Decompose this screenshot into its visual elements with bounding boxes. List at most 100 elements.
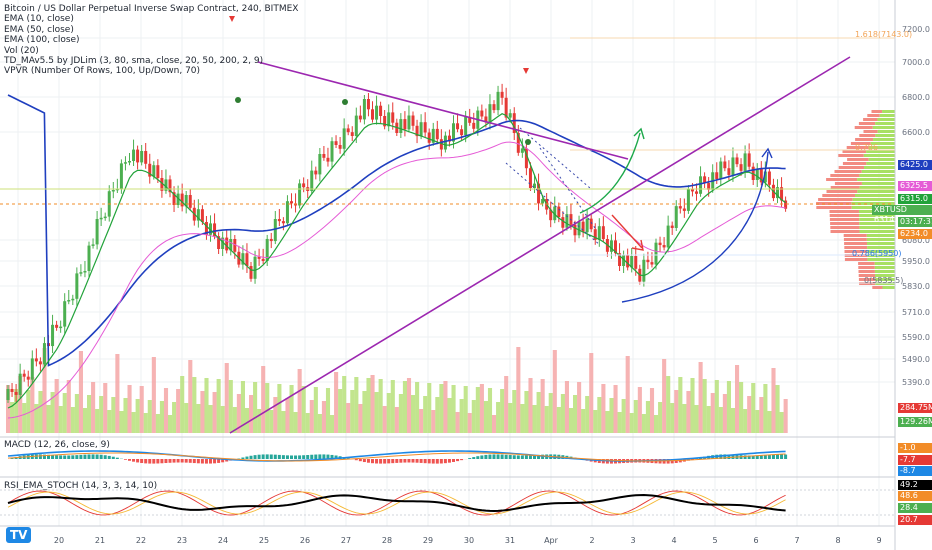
candle-body xyxy=(164,179,168,191)
rsi-label[interactable]: RSI_EMA_STOCH (14, 3, 3, 14, 10) xyxy=(4,481,158,491)
volume-bar xyxy=(273,397,278,433)
vpvr-bar-buy xyxy=(859,230,895,233)
vpvr-bar-buy xyxy=(867,246,895,249)
volume-bar xyxy=(66,380,71,433)
price-tick: 7000.0 xyxy=(902,58,930,67)
volume-bar xyxy=(131,412,136,433)
candle-body xyxy=(318,154,322,175)
macd-bar xyxy=(371,459,374,464)
volume-bar xyxy=(184,403,189,433)
macd-bar xyxy=(156,459,160,464)
volume-bar xyxy=(500,389,505,433)
indicator-vpvr-label[interactable]: VPVR (Number Of Rows, 100, Up/Down, 70) xyxy=(4,66,201,77)
macd-label[interactable]: MACD (12, 26, close, 9) xyxy=(4,440,110,450)
vpvr-bar-sell xyxy=(829,218,860,221)
volume-bar xyxy=(658,402,663,433)
indicator-ema10-label[interactable]: EMA (10, close) xyxy=(4,14,74,25)
macd-bar xyxy=(366,459,370,463)
lower-trendline xyxy=(229,56,851,434)
candle-body xyxy=(419,122,423,137)
volume-bar xyxy=(540,379,545,433)
volume-bar xyxy=(726,381,731,433)
candle-body xyxy=(646,259,650,263)
vpvr-bar-sell xyxy=(829,210,859,213)
vpvr-bar-sell xyxy=(816,206,852,209)
countdown-tag: 03:17:31 xyxy=(898,217,932,227)
vpvr-bar-buy xyxy=(859,174,895,177)
vpvr-bar-sell xyxy=(830,222,860,225)
macd-bar xyxy=(472,457,476,459)
indicator-ema100-label[interactable]: EMA (100, close) xyxy=(4,35,80,46)
macd-bar xyxy=(435,459,439,464)
volume-bar xyxy=(285,398,290,433)
ema-100-line xyxy=(7,94,786,367)
volume-bar xyxy=(718,407,723,433)
tradingview-logo[interactable]: TV xyxy=(6,527,32,543)
candle-body xyxy=(695,191,698,194)
vpvr-bar-buy xyxy=(866,162,895,165)
candle-body xyxy=(662,245,666,248)
candle-body xyxy=(103,216,107,219)
macd-bar xyxy=(67,455,71,459)
candle-body xyxy=(743,153,747,171)
candle-body xyxy=(302,183,306,188)
volume-bar xyxy=(419,409,424,433)
candle-body xyxy=(71,298,75,301)
indicator-td-label[interactable]: TD_MAv5.5 by JDLim (3, 80, sma, close, 2… xyxy=(4,56,264,67)
macd-bar xyxy=(776,454,779,459)
volume-bar xyxy=(637,387,642,433)
rsi-tag: 48.6 xyxy=(898,491,932,501)
volume-bar xyxy=(362,391,367,433)
candle-body xyxy=(516,133,520,153)
date-tick: 4 xyxy=(671,536,677,545)
indicator-volume-label[interactable]: Vol (20) xyxy=(4,45,39,56)
volume-bar xyxy=(783,399,788,433)
macd-bar xyxy=(443,459,447,464)
macd-bar xyxy=(269,454,273,459)
volume-bar xyxy=(605,411,610,433)
candle-body xyxy=(537,183,541,204)
volume-bar xyxy=(87,395,92,433)
buy-marker-icon xyxy=(525,139,531,145)
chart-title[interactable]: Bitcoin / US Dollar Perpetual Inverse Sw… xyxy=(4,4,299,14)
vpvr-bar-sell xyxy=(867,114,880,117)
indicator-ema50-label[interactable]: EMA (50, close) xyxy=(4,24,74,35)
candle-body xyxy=(290,201,293,204)
candle-body xyxy=(723,161,727,169)
macd-bar xyxy=(196,459,200,464)
volume-bar xyxy=(123,398,128,433)
volume-bar xyxy=(240,381,245,433)
macd-bar xyxy=(172,459,176,463)
macd-bar xyxy=(395,459,399,463)
macd-bar xyxy=(51,455,55,459)
vpvr-bar-sell xyxy=(855,138,874,141)
volume-bar xyxy=(577,382,582,433)
volume-bar xyxy=(382,406,387,433)
candle-body xyxy=(371,109,374,120)
vpvr-bar-sell xyxy=(844,242,868,245)
vpvr-bar-sell xyxy=(872,286,883,289)
date-tick: 7 xyxy=(794,536,800,545)
volume-bar xyxy=(601,384,606,433)
candle-body xyxy=(678,206,682,209)
candle-body xyxy=(204,222,208,235)
macd-bar xyxy=(771,454,775,459)
volume-bar xyxy=(6,385,11,433)
vpvr-bar-buy xyxy=(855,194,895,197)
volume-bar xyxy=(220,406,225,433)
candle-body xyxy=(585,218,589,233)
candle-body xyxy=(123,162,127,164)
candle-body xyxy=(350,132,354,136)
candle-body xyxy=(703,176,707,184)
candle-body xyxy=(354,115,358,136)
volume-bar xyxy=(670,403,675,433)
volume-bar xyxy=(621,399,626,433)
macd-bar xyxy=(447,459,451,463)
volume-bar xyxy=(26,390,31,433)
volume-bar xyxy=(50,392,55,433)
volume-bar xyxy=(552,350,557,433)
vpvr-bar-buy xyxy=(868,146,895,149)
volume-bar xyxy=(330,415,335,433)
vpvr-bar-buy xyxy=(882,286,895,289)
